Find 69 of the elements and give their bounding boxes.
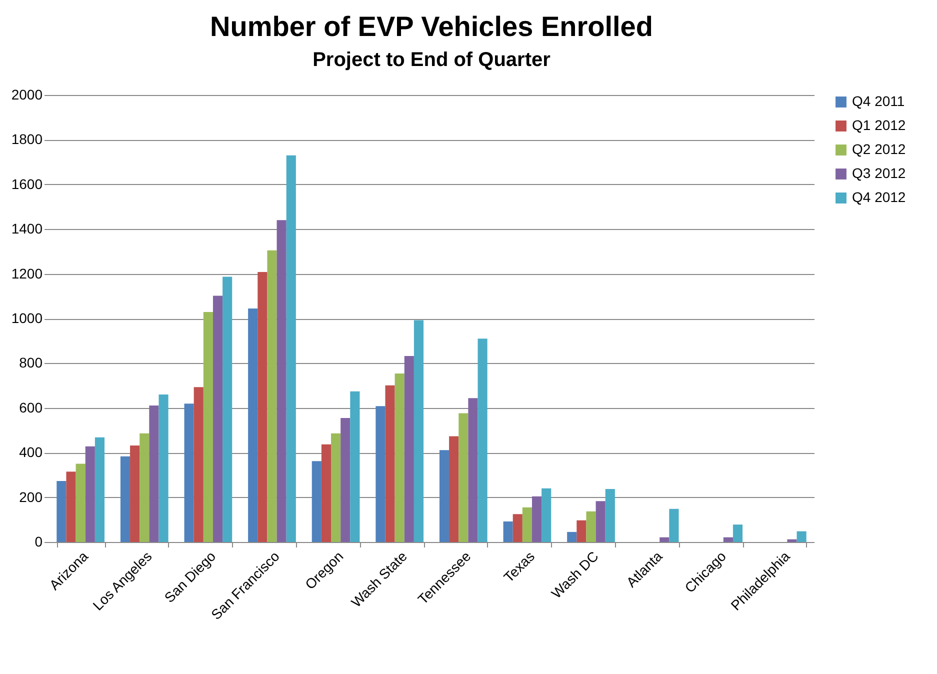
y-tick-label: 600 [19,399,43,416]
y-tick-label: 1200 [11,265,43,282]
bar [340,418,350,542]
bar [522,507,532,542]
bar [120,456,130,542]
bar [331,433,341,542]
bar [478,338,488,542]
bar [85,446,95,542]
bar [258,272,268,542]
legend-label: Q4 2011 [852,93,905,109]
bar [669,508,679,542]
chart-title: Number of EVP Vehicles Enrolled [210,11,653,42]
bar [586,511,596,542]
bar [276,220,286,542]
bar [458,413,468,542]
bar [149,405,159,542]
legend-label: Q4 2012 [852,189,906,205]
bar [56,480,66,542]
bar [605,489,615,542]
bar [158,394,168,542]
bar [321,444,332,542]
bar [787,539,797,542]
bar [512,514,522,542]
bar [94,437,105,542]
bar [212,296,223,542]
bar [796,531,806,542]
bar [723,537,733,542]
y-tick-label: 200 [19,488,43,505]
bar [248,308,258,542]
bar [532,496,542,542]
bar [350,391,360,542]
bar [503,521,513,542]
bar [222,276,232,542]
y-tick-label: 1400 [11,220,43,237]
bar [376,406,386,542]
bar [203,312,213,542]
bar [140,433,150,542]
bar [286,155,296,542]
bar [394,373,404,542]
legend-label: Q2 2012 [852,141,906,157]
bar [184,404,194,542]
y-tick-label: 1000 [11,310,43,326]
bar [542,488,552,542]
legend-label: Q1 2012 [852,117,906,133]
bar [732,524,743,542]
legend-label: Q3 2012 [852,165,906,181]
chart-subtitle: Project to End of Quarter [312,49,551,71]
bar [414,320,424,542]
bar [76,464,86,542]
bar [596,501,606,542]
bar [660,537,670,542]
y-tick-label: 400 [19,444,43,460]
y-tick-label: 2000 [11,86,43,102]
y-tick-label: 1600 [11,176,43,192]
bar [385,385,395,542]
bar [267,250,277,542]
bar [567,532,577,542]
bar [194,387,204,542]
bar [439,450,450,542]
bar [130,445,140,542]
bar [449,436,459,542]
y-tick-label: 0 [34,534,43,550]
bar [312,461,322,542]
bar [66,472,76,542]
y-tick-label: 1800 [11,131,43,148]
bar [404,356,414,542]
bar [576,520,586,542]
y-tick-label: 800 [19,354,43,371]
bar [468,398,478,542]
